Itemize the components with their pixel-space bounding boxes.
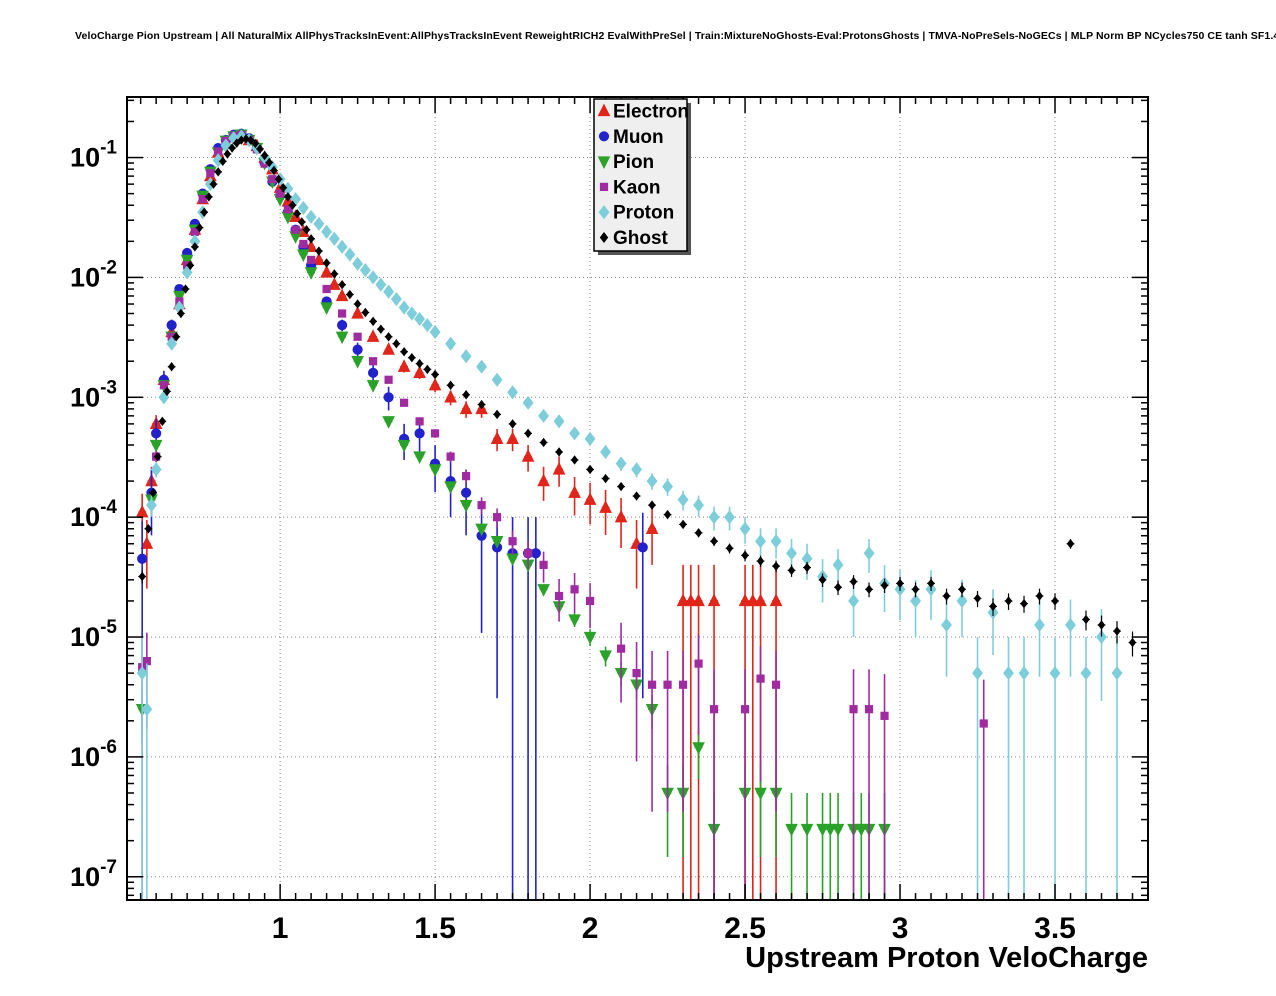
- legend-label: Ghost: [613, 228, 669, 249]
- x-tick-label: 1.5: [414, 912, 456, 945]
- series-kaon: [138, 130, 988, 900]
- axis-ticks: [127, 97, 1148, 900]
- legend-box: [593, 98, 688, 252]
- legend-label: Pion: [613, 152, 654, 173]
- x-tick-label: 3: [892, 912, 909, 945]
- x-tick-label: 2.5: [724, 912, 766, 945]
- legend: Electron Muon Pion Kaon Proton Ghost: [593, 98, 691, 255]
- legend-item-proton: [598, 205, 610, 220]
- plot-title: VeloCharge Pion Upstream | All NaturalMi…: [75, 30, 1276, 42]
- y-tick-label: 10-6: [70, 737, 117, 772]
- y-tick-label: 10-4: [70, 497, 117, 532]
- axis-tick-labels: 1 1.5 2 2.5 3 3.5 10-1 10-2 10-3 10-4 10-5 10-6 10-7: [70, 138, 1076, 945]
- legend-label: Proton: [613, 203, 674, 224]
- y-tick-label: 10-1: [70, 138, 117, 173]
- series-muon: [137, 128, 648, 900]
- x-tick-label: 3.5: [1034, 912, 1076, 945]
- y-tick-label: 10-5: [70, 617, 117, 652]
- x-axis-title: Upstream Proton VeloCharge: [745, 942, 1148, 974]
- legend-label: Kaon: [613, 177, 661, 198]
- legend-item-ghost: [599, 231, 609, 244]
- legend-item-pion: [597, 156, 611, 170]
- legend-label: Electron: [613, 102, 689, 123]
- series-ghost: [138, 134, 1137, 657]
- legend-item-electron: [597, 103, 611, 117]
- x-tick-label: 1: [272, 912, 289, 945]
- x-tick-label: 2: [582, 912, 599, 945]
- y-tick-label: 10-3: [70, 377, 117, 412]
- legend-item-muon: [598, 131, 610, 142]
- plot-frame: [126, 96, 1149, 901]
- y-tick-label: 10-2: [70, 257, 117, 292]
- legend-item-kaon: [599, 182, 609, 192]
- y-tick-label: 10-7: [70, 857, 117, 892]
- series-proton: [136, 129, 1123, 900]
- legend-label: Muon: [613, 127, 664, 148]
- series-layer: [135, 128, 1137, 900]
